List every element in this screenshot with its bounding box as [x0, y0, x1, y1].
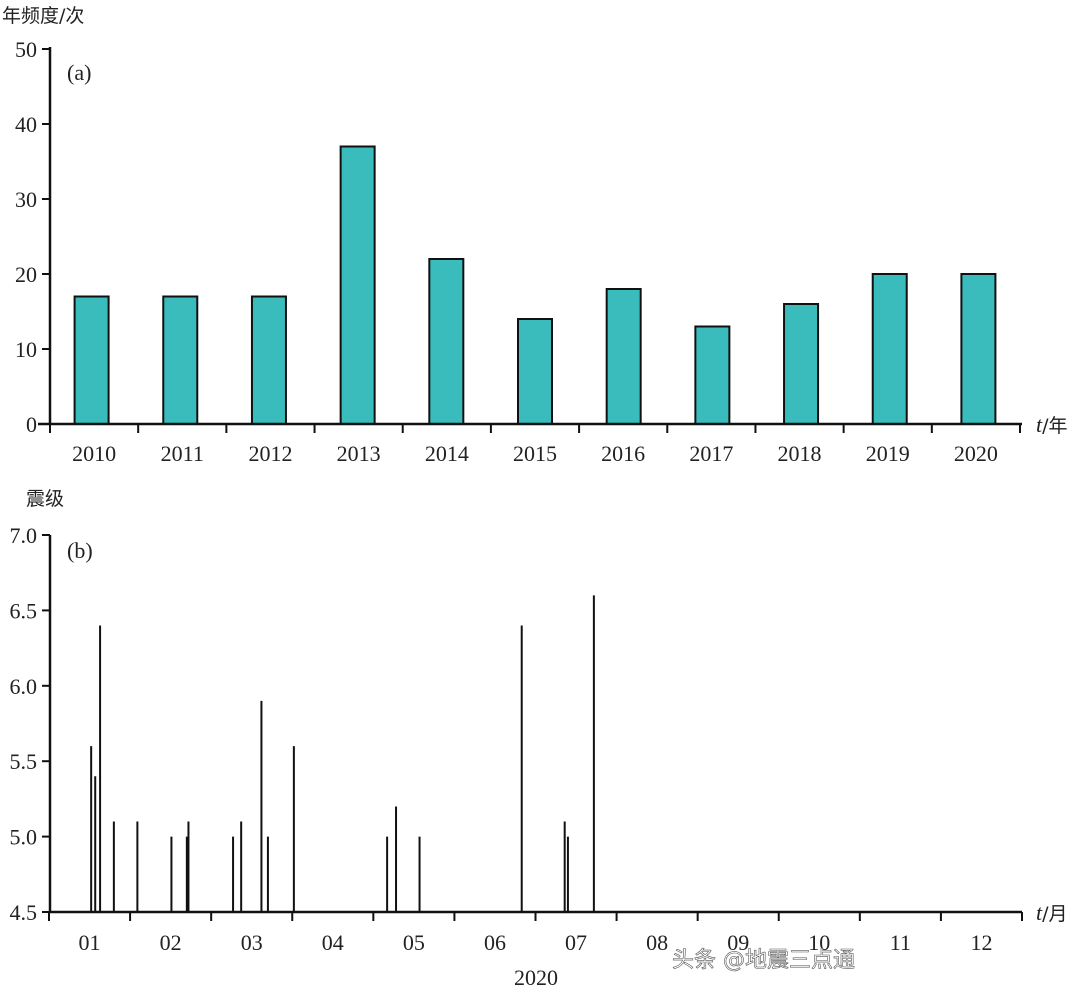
y-tick-label: 20 [15, 262, 37, 287]
year-label: 2020 [514, 965, 558, 990]
bar [339, 145, 376, 425]
y-tick-label: 50 [15, 37, 37, 62]
y-axis-title: 震级 [26, 488, 64, 510]
panel-a: 0 10 20 30 40 50 2010 2011 2012 2013 2014 2015 2016 2… [2, 5, 1068, 466]
x-tick-label: 2013 [337, 441, 381, 466]
panel-label: (a) [67, 60, 91, 85]
x-tick-label: 10 [808, 930, 830, 955]
bar [783, 303, 820, 425]
x-tick-label: 2010 [72, 441, 116, 466]
bar [871, 273, 908, 425]
x-tick-label: 2019 [866, 441, 910, 466]
bar [250, 295, 287, 425]
x-tick-label: 05 [403, 930, 425, 955]
x-tick-label: 09 [727, 930, 749, 955]
x-axis-title: t/月 [1036, 900, 1068, 925]
y-tick-label: 5.0 [10, 825, 38, 850]
bar [428, 258, 465, 425]
x-tick-label: 2017 [689, 441, 733, 466]
x-tick-label: 2011 [161, 441, 204, 466]
y-tick-label: 0 [26, 412, 37, 437]
x-tick-label: 12 [970, 930, 992, 955]
bar [162, 295, 199, 425]
x-tick-label: 01 [79, 930, 101, 955]
x-tick-label: 2015 [513, 441, 557, 466]
panel-b: 4.5 5.0 5.5 6.0 6.5 7.0 01 02 03 04 05 06 07 08 09 10 11… [10, 488, 1068, 990]
x-tick-label: 08 [646, 930, 668, 955]
y-tick-label: 6.5 [10, 598, 38, 623]
y-axis-title: 年频度/次 [2, 5, 84, 27]
x-tick-label: 2018 [778, 441, 822, 466]
x-tick-label: 2020 [954, 441, 998, 466]
y-tick-label: 40 [15, 112, 37, 137]
x-tick-label: 06 [484, 930, 506, 955]
x-axis-title: t/年 [1036, 412, 1068, 437]
y-tick-label: 30 [15, 187, 37, 212]
y-tick-label: 6.0 [10, 674, 38, 699]
bar [605, 288, 642, 425]
x-tick-label: 11 [890, 930, 911, 955]
watermark: 头条 @地震三点通 [672, 948, 855, 973]
y-tick-label: 4.5 [10, 900, 38, 925]
x-tick-label: 2012 [248, 441, 292, 466]
y-tick-label: 10 [15, 337, 37, 362]
bar [694, 325, 731, 425]
bar [517, 318, 553, 425]
x-tick-label: 02 [160, 930, 182, 955]
x-tick-label: 03 [241, 930, 263, 955]
y-tick-label: 5.5 [10, 749, 38, 774]
panel-label: (b) [67, 538, 93, 563]
x-tick-label: 04 [322, 930, 344, 955]
x-tick-label: 2014 [425, 441, 469, 466]
bar [73, 295, 110, 425]
bar [960, 273, 997, 425]
x-tick-label: 2016 [601, 441, 645, 466]
x-tick-label: 07 [565, 930, 587, 955]
y-tick-label: 7.0 [10, 523, 38, 548]
